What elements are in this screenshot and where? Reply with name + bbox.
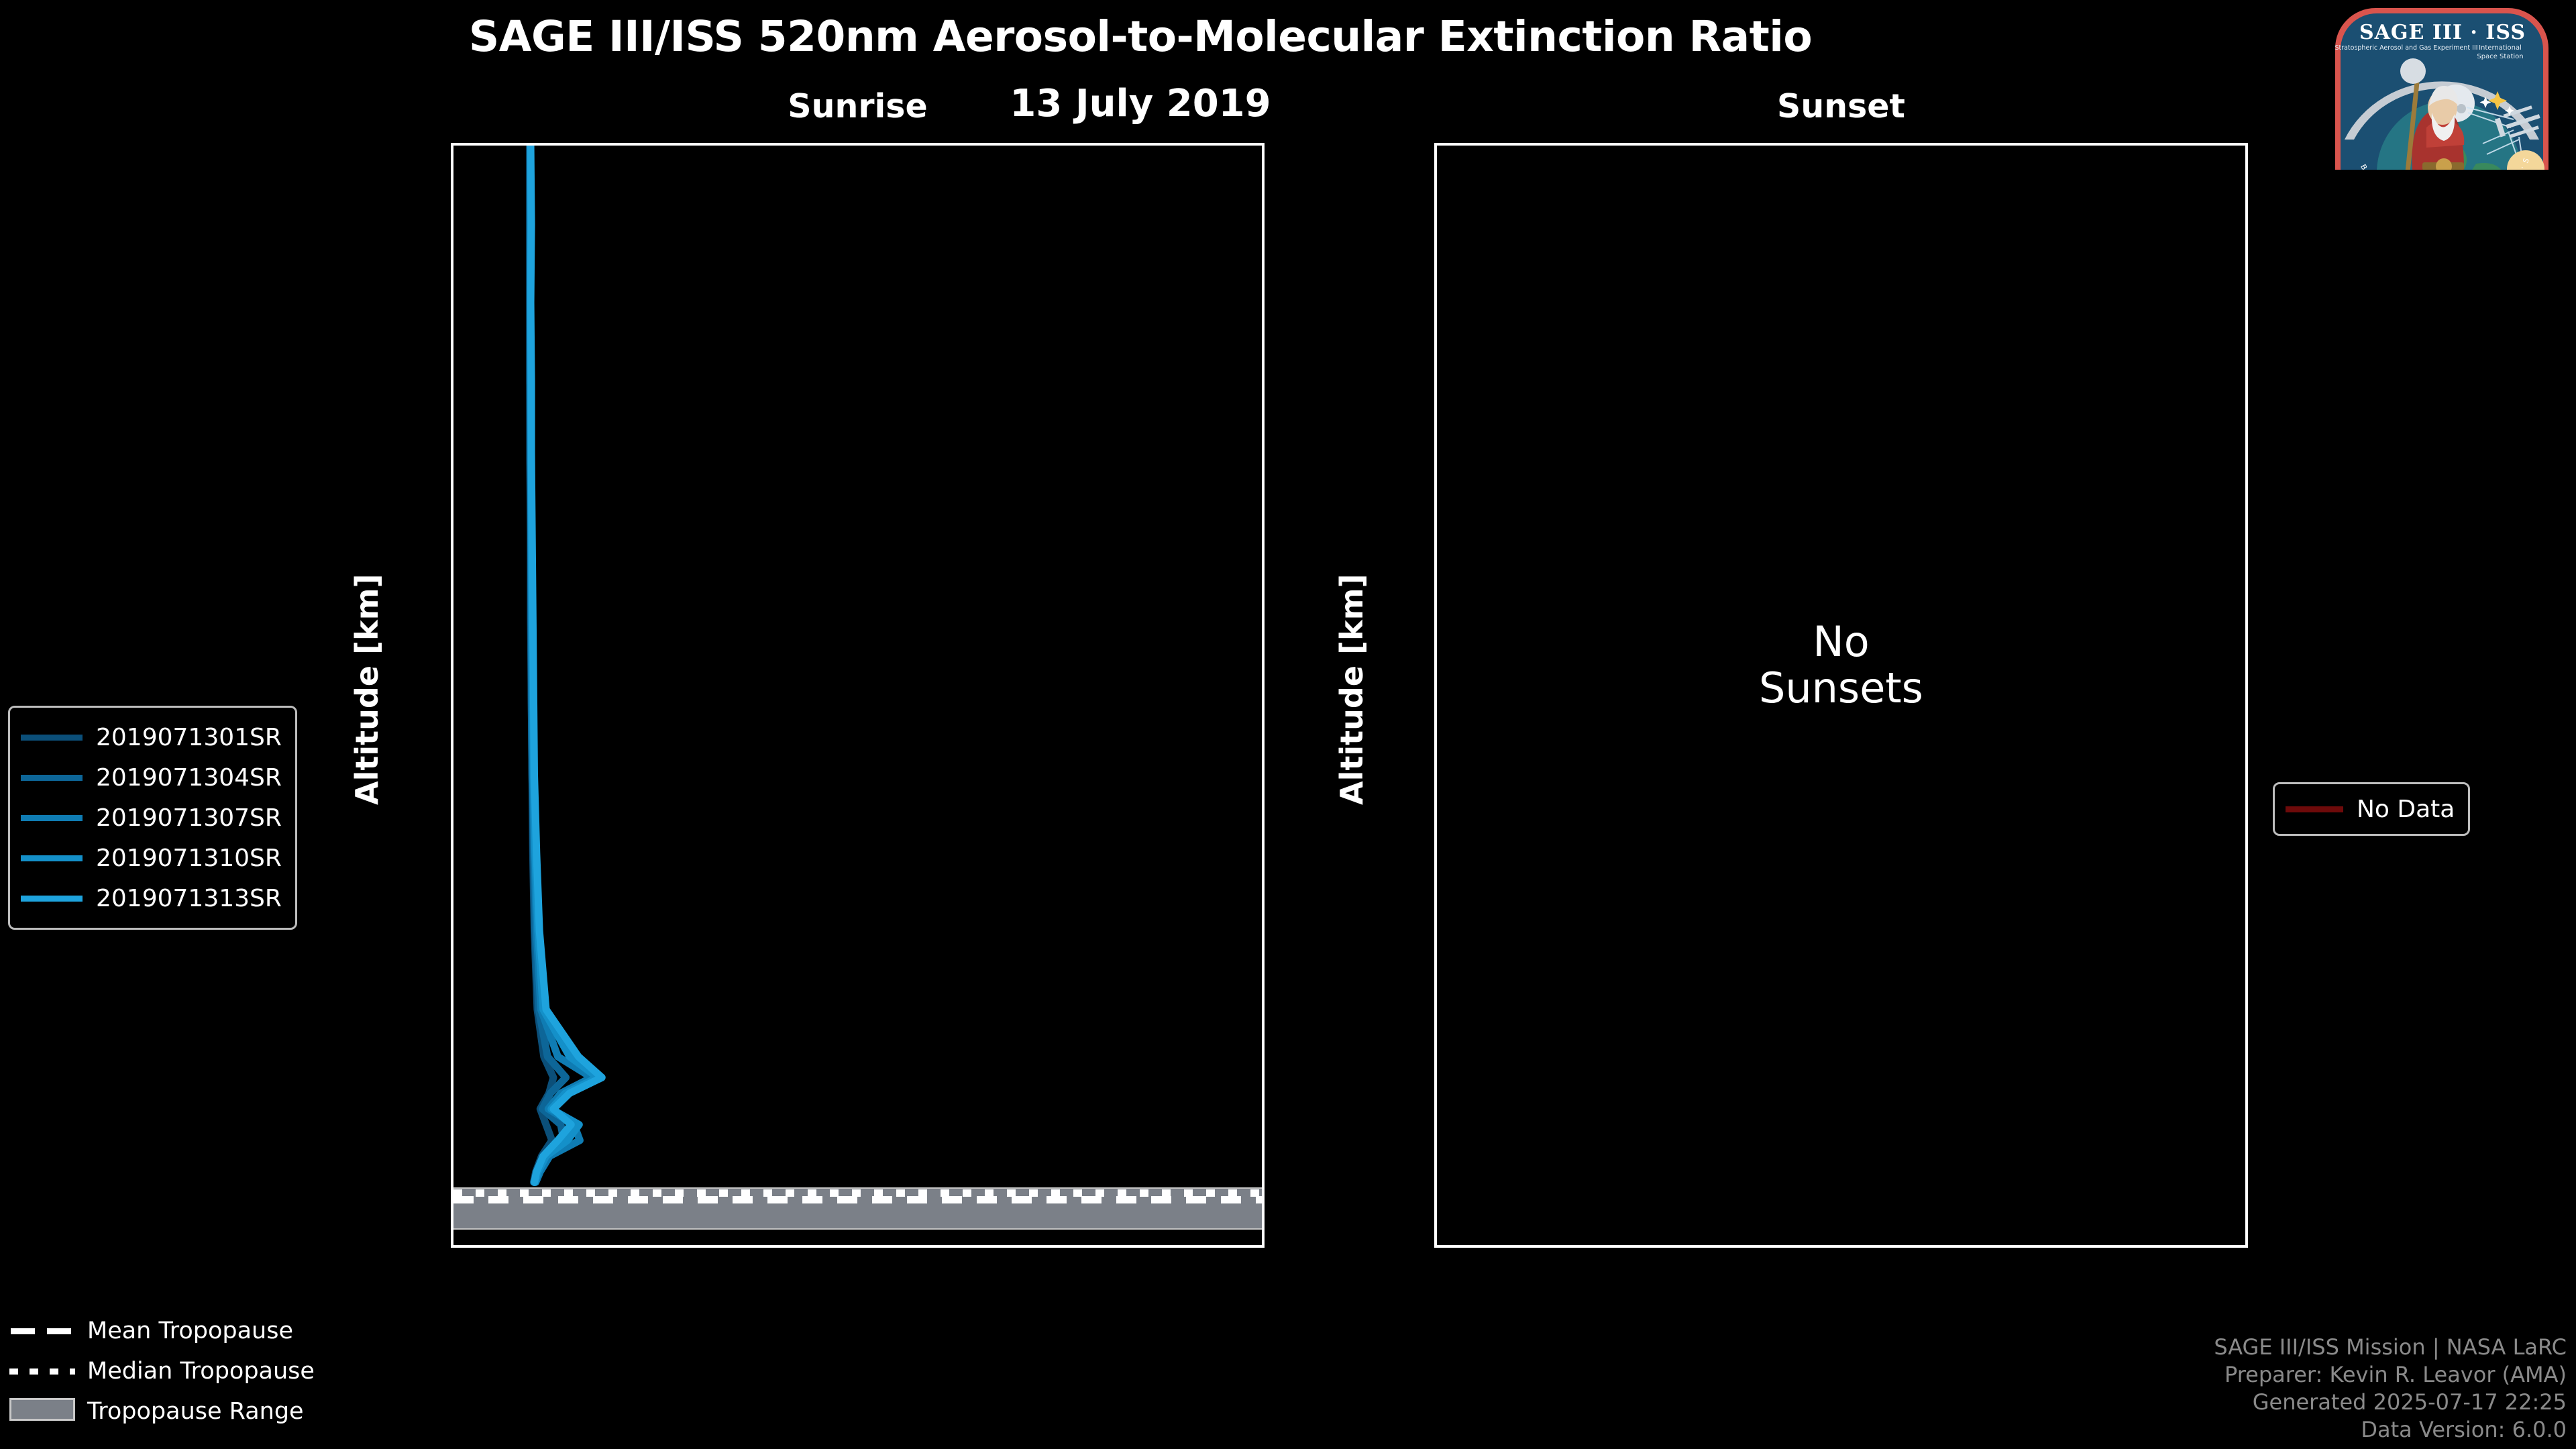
tropopause-key-item: Mean Tropopause [9, 1311, 315, 1351]
sunset-y-tick-mark [1434, 146, 1437, 148]
credits-line-mission: SAGE III/ISS Mission | NASA LaRC [2214, 1334, 2567, 1360]
date-subtitle: 13 July 2019 [1010, 82, 1271, 125]
svg-text:Stratospheric Aerosol and Gas: Stratospheric Aerosol and Gas Experiment… [2334, 44, 2477, 52]
svg-text:International: International [2479, 44, 2522, 52]
series-legend[interactable]: 2019071301SR 2019071304SR 2019071307SR 2019… [8, 706, 297, 930]
legend-item-series[interactable]: 2019071304SR [21, 757, 282, 798]
dashed-line-swatch [9, 1324, 75, 1338]
series-line [527, 146, 606, 1186]
sunrise-x-tick-mark [821, 1245, 823, 1248]
sunset-y-tick-mark [1434, 1062, 1437, 1064]
svg-text:Space Station: Space Station [2477, 53, 2523, 60]
tropopause-key-item: Tropopause Range [9, 1391, 315, 1432]
credits-line-preparer: Preparer: Kevin R. Leavor (AMA) [2224, 1362, 2567, 1388]
sunrise-x-tick-mark [1262, 1245, 1264, 1248]
no-data-legend[interactable]: No Data [2273, 782, 2471, 836]
sunrise-plot-panel: 101520253035404550020406080100Aerosol-To… [451, 143, 1265, 1248]
series-legend-label: 2019071307SR [96, 804, 282, 832]
legend-item-series[interactable]: 2019071313SR [21, 878, 282, 918]
legend-item-no-data: No Data [2286, 794, 2455, 824]
sunrise-y-tick-mark [451, 931, 453, 933]
tropopause-key-label: Mean Tropopause [87, 1318, 294, 1344]
series-color-swatch [21, 895, 83, 902]
series-legend-label: 2019071301SR [96, 723, 282, 751]
credits-line-generated: Generated 2025-07-17 22:25 [2252, 1389, 2567, 1415]
no-data-legend-label: No Data [2357, 795, 2455, 823]
dotted-line-swatch [9, 1364, 75, 1379]
sunrise-y-tick-mark [451, 276, 453, 278]
legend-item-series[interactable]: 2019071310SR [21, 838, 282, 878]
sunrise-y-tick-mark [451, 146, 453, 148]
no-data-line-swatch [2286, 806, 2343, 812]
tropopause-key-label: Median Tropopause [87, 1358, 315, 1385]
sunrise-y-tick-mark [451, 669, 453, 671]
page-title: SAGE III/ISS 520nm Aerosol-to-Molecular … [468, 12, 1813, 61]
median-tropopause-line [453, 1189, 1262, 1197]
tropopause-key: Mean Tropopause Median Tropopause Tropopau… [9, 1311, 315, 1432]
sunset-x-tick-mark [2245, 1245, 2247, 1248]
series-legend-label: 2019071304SR [96, 763, 282, 792]
series-color-swatch [21, 855, 83, 861]
sunset-x-tick-mark [1511, 1245, 1513, 1248]
mission-patch-icon: BALL · NASA LANGLEY RESEARCH CENTER · S.… [2334, 8, 2548, 209]
sunset-x-tick-mark [1658, 1245, 1660, 1248]
series-legend-label: 2019071313SR [96, 884, 282, 912]
sunset-x-tick-mark [1805, 1245, 1807, 1248]
sunset-y-tick-mark [1434, 538, 1437, 540]
sunrise-x-tick-mark [1115, 1245, 1117, 1248]
sunrise-data-lines [526, 146, 606, 1186]
series-color-swatch [21, 734, 83, 741]
legend-item-series[interactable]: 2019071307SR [21, 798, 282, 838]
sunset-x-tick-mark [2098, 1245, 2100, 1248]
sunset-plot-panel: No Sunsets 10152025303540455002040608010… [1434, 143, 2248, 1248]
credits-line-version: Data Version: 6.0.0 [2361, 1417, 2567, 1443]
sunset-panel-caption: Sunset [1777, 87, 1905, 125]
sunrise-panel-caption: Sunrise [788, 87, 928, 125]
sunset-y-tick-mark [1434, 800, 1437, 802]
no-sunsets-message: No Sunsets [1758, 616, 1923, 713]
sunset-x-tick-mark [1951, 1245, 1953, 1248]
sunset-y-tick-mark [1434, 407, 1437, 409]
sunset-y-axis-title: Altitude [km] [1334, 574, 1370, 805]
sunset-y-tick-mark [1434, 276, 1437, 278]
sunrise-y-axis-title: Altitude [km] [349, 574, 385, 805]
sunrise-y-tick-mark [451, 538, 453, 540]
svg-text:SAGE III · ISS: SAGE III · ISS [2359, 21, 2526, 44]
series-color-swatch [21, 814, 83, 821]
sunset-y-tick-mark [1434, 1193, 1437, 1195]
credits-block: SAGE III/ISS Mission | NASA LaRC Prepare… [2214, 1334, 2567, 1444]
sunrise-x-tick-mark [674, 1245, 676, 1248]
legend-item-series[interactable]: 2019071301SR [21, 717, 282, 757]
sage-iii-iss-logo: BALL · NASA LANGLEY RESEARCH CENTER · S.… [2318, 5, 2566, 209]
series-legend-label: 2019071310SR [96, 844, 282, 872]
sunset-plot-area: No Sunsets 10152025303540455002040608010… [1437, 146, 2245, 1245]
sunrise-y-tick-mark [451, 407, 453, 409]
sunrise-plot-area: 101520253035404550020406080100Aerosol-To… [453, 146, 1262, 1245]
sunset-y-tick-mark [1434, 669, 1437, 671]
sunrise-y-tick-mark [451, 1062, 453, 1064]
sunset-y-tick-mark [1434, 931, 1437, 933]
sunrise-x-tick-mark [527, 1245, 529, 1248]
mean-tropopause-line [453, 1195, 1262, 1203]
sunrise-x-tick-mark [968, 1245, 970, 1248]
tropopause-key-item: Median Tropopause [9, 1351, 315, 1391]
tropopause-range-swatch [9, 1398, 75, 1421]
series-color-swatch [21, 774, 83, 781]
tropopause-key-label: Tropopause Range [87, 1398, 304, 1425]
sunrise-y-tick-mark [451, 800, 453, 802]
